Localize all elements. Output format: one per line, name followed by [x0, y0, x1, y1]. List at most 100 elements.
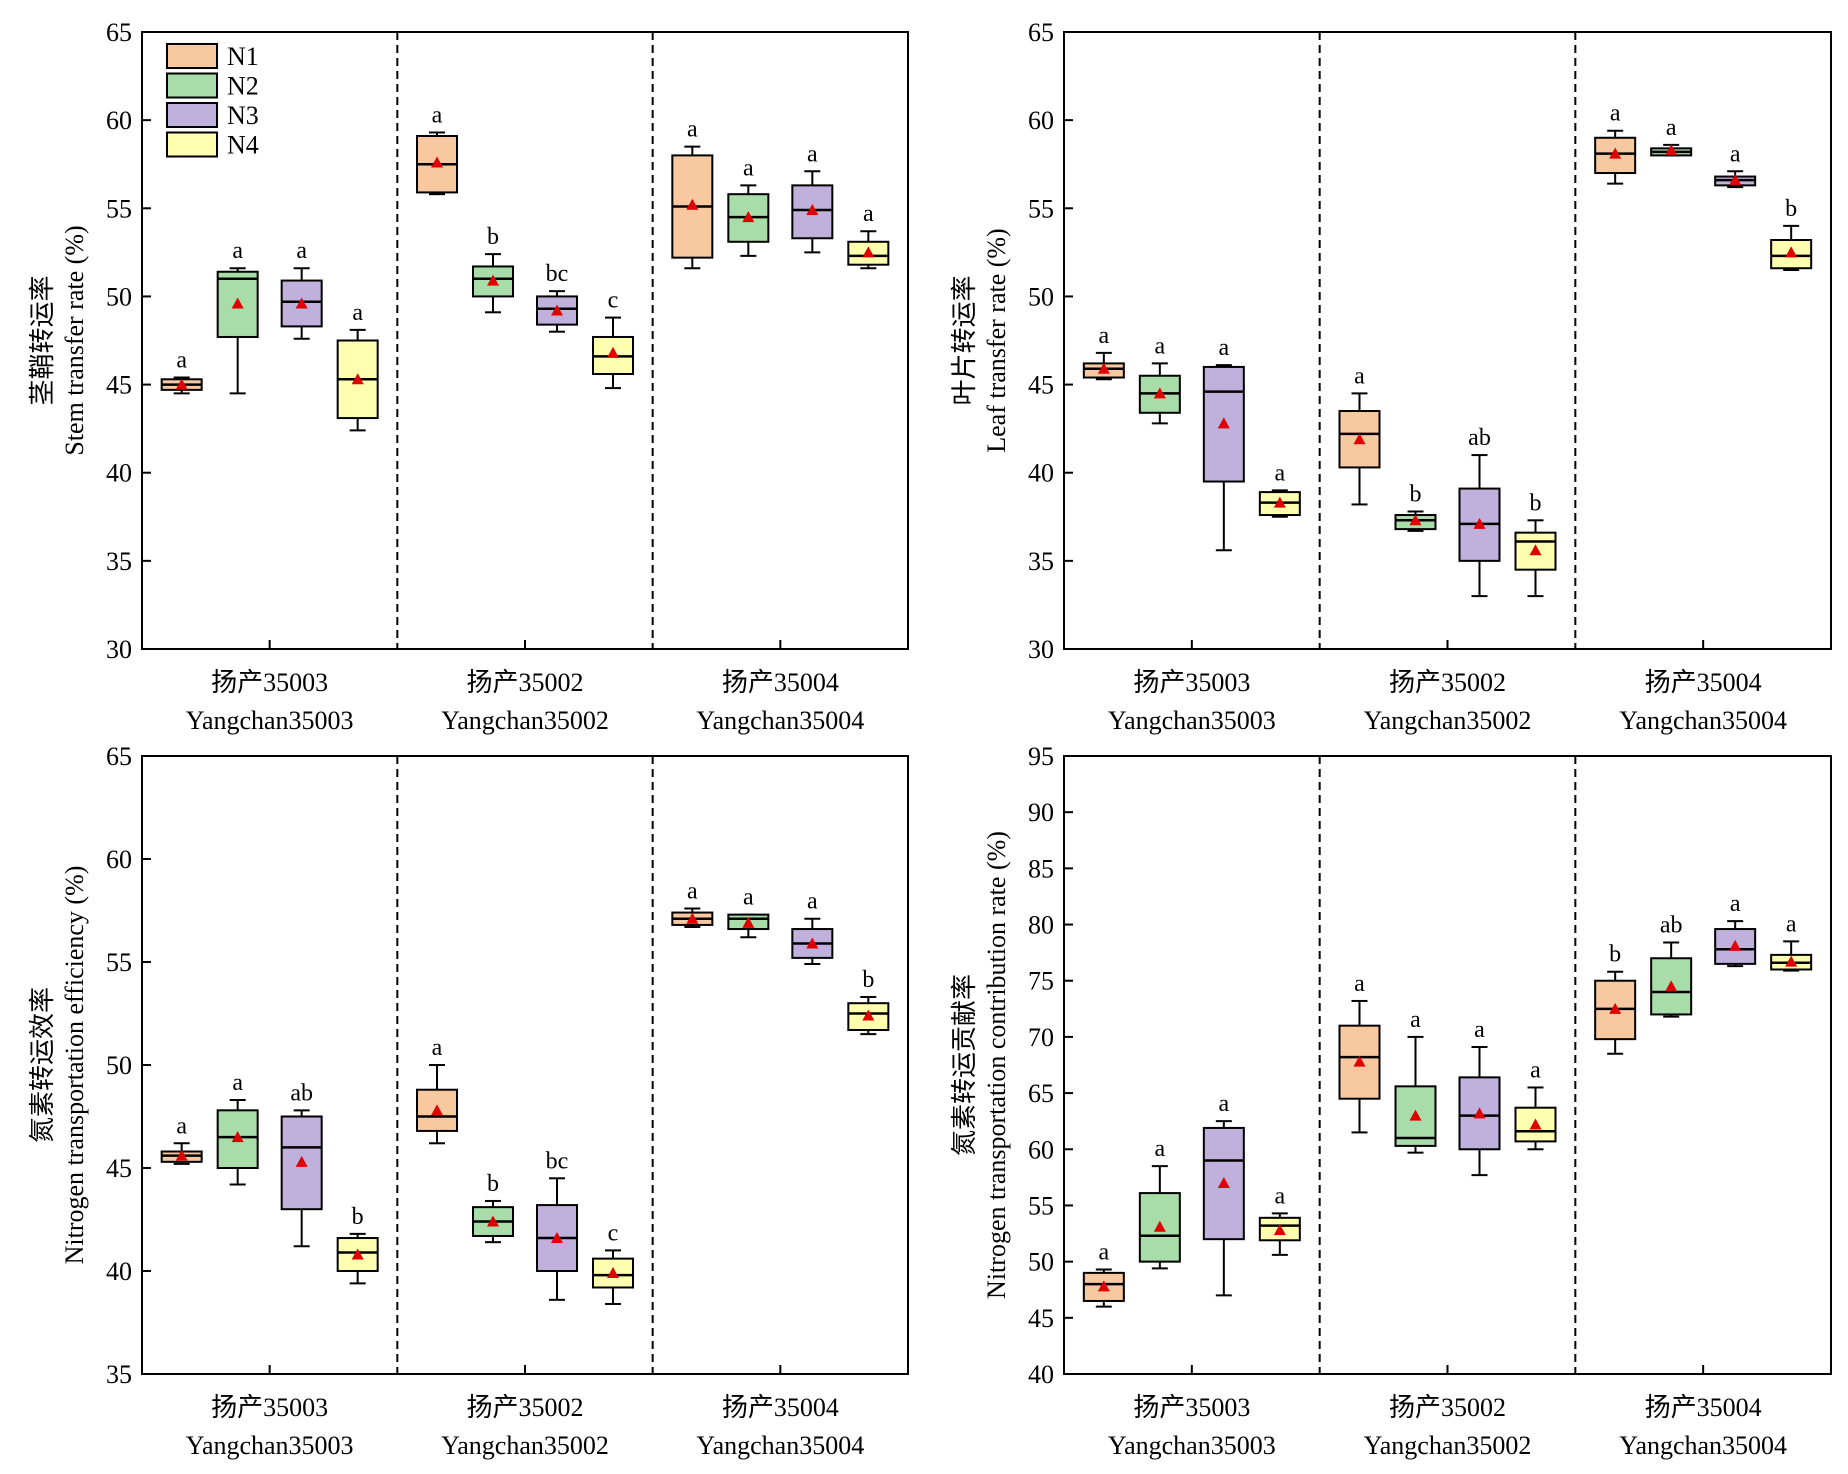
- y-tick-label: 85: [1028, 854, 1054, 883]
- y-tick-label: 45: [1028, 1304, 1054, 1333]
- x-group-label-cn: 扬产35002: [1389, 1393, 1506, 1422]
- significance-letter: ab: [1660, 913, 1683, 939]
- mean-marker: [431, 1104, 443, 1116]
- mean-marker: [1529, 544, 1542, 556]
- significance-letter: b: [487, 1171, 499, 1197]
- box-N1-group-1: a: [160, 1113, 203, 1165]
- x-group-label-en: Yangchan35004: [696, 1431, 864, 1460]
- mean-marker: [231, 297, 244, 309]
- chart-panel-2: 30 35 40 45 50 55 60 65 叶片转运率 Leaf transfer rate …: [950, 18, 1832, 735]
- box-N2-group-2: b: [472, 1171, 514, 1244]
- box-N2-group-2: b: [1394, 481, 1437, 532]
- mean-marker: [1217, 417, 1230, 429]
- box-N4-group-3: a: [1770, 911, 1813, 972]
- mean-marker: [295, 1155, 308, 1167]
- box-N2-group-1: a: [1138, 333, 1181, 425]
- box-N3-group-3: a: [1714, 891, 1757, 968]
- significance-letter: a: [1786, 911, 1797, 937]
- significance-letter: a: [1474, 1017, 1485, 1043]
- mean-marker: [351, 1248, 364, 1260]
- mean-marker: [231, 1131, 244, 1143]
- significance-letter: b: [1785, 196, 1797, 222]
- mean-marker: [1273, 496, 1286, 508]
- significance-letter: a: [1530, 1057, 1541, 1083]
- mean-marker: [742, 916, 755, 928]
- y-tick-label: 50: [106, 1051, 132, 1080]
- significance-letter: a: [1155, 333, 1166, 359]
- box-N1-group-1: a: [1082, 1240, 1125, 1308]
- x-group-label-cn: 扬产35002: [466, 668, 583, 697]
- y-tick-label: 55: [106, 948, 132, 977]
- box-N3-group-1: a: [280, 238, 323, 340]
- box-N1-group-1: a: [160, 348, 203, 395]
- significance-letter: b: [1410, 481, 1422, 507]
- mean-marker: [1273, 1224, 1286, 1236]
- box-N4-group-1: a: [336, 300, 379, 432]
- x-group-label-en: Yangchan35002: [1364, 1431, 1532, 1460]
- x-group-label-en: Yangchan35002: [441, 706, 609, 735]
- legend-label-N1: N1: [227, 42, 259, 71]
- y-axis-label-en: Leaf transfer rate (%): [982, 228, 1011, 452]
- y-tick-label: 60: [106, 106, 132, 135]
- x-group-label-cn: 扬产35003: [211, 1393, 328, 1422]
- box-N1-group-2: a: [1338, 971, 1381, 1134]
- box-N2-group-1: a: [1138, 1136, 1181, 1270]
- mean-marker: [351, 373, 364, 385]
- significance-letter: c: [608, 1220, 619, 1246]
- box-N3-group-3: a: [1714, 141, 1757, 189]
- mean-marker: [806, 204, 819, 216]
- significance-letter: b: [862, 967, 874, 993]
- significance-letter: a: [232, 1070, 243, 1096]
- mean-marker: [551, 304, 563, 316]
- plot-frame: [1063, 755, 1832, 1375]
- box-N4-group-3: b: [1770, 196, 1813, 271]
- significance-letter: a: [1410, 1007, 1421, 1033]
- y-tick-label: 55: [106, 194, 132, 223]
- x-group-label-en: Yangchan35003: [1108, 1431, 1276, 1460]
- box-N3-group-2: a: [1458, 1017, 1501, 1177]
- mean-marker: [1609, 1002, 1622, 1014]
- x-group-label-cn: 扬产35003: [1133, 1393, 1250, 1422]
- x-group-label-en: Yangchan35004: [1619, 1431, 1787, 1460]
- box-N4-group-2: c: [592, 1220, 634, 1305]
- significance-letter: a: [1219, 1091, 1230, 1117]
- legend-label-N2: N2: [227, 72, 259, 101]
- box-N1-group-1: a: [1082, 323, 1125, 381]
- mean-marker: [175, 1149, 188, 1161]
- y-axis-label-cn: 叶片转运率: [950, 275, 979, 405]
- mean-marker: [1153, 1220, 1166, 1232]
- significance-letter: a: [296, 238, 307, 264]
- mean-marker: [1609, 147, 1622, 159]
- box-N1-group-3: b: [1594, 942, 1637, 1055]
- mean-marker: [607, 346, 619, 358]
- mean-marker: [1665, 144, 1678, 156]
- mean-marker: [1409, 514, 1422, 526]
- significance-letter: a: [1275, 460, 1286, 486]
- box-N1-group-2: a: [416, 1035, 458, 1145]
- box-N4-group-2: a: [1514, 1057, 1557, 1151]
- significance-letter: a: [863, 201, 874, 227]
- y-tick-label: 50: [106, 282, 132, 311]
- mean-marker: [1729, 939, 1742, 951]
- box-N2-group-3: a: [1650, 115, 1693, 157]
- significance-letter: a: [1155, 1136, 1166, 1162]
- y-tick-label: 30: [1028, 635, 1054, 664]
- y-tick-label: 70: [1028, 1023, 1054, 1052]
- box-N4-group-2: c: [592, 288, 634, 390]
- box-N1-group-2: a: [1338, 363, 1381, 506]
- legend-label-N3: N3: [227, 101, 259, 130]
- y-tick-label: 45: [1028, 371, 1054, 400]
- significance-letter: b: [352, 1204, 364, 1230]
- y-tick-label: 60: [1028, 106, 1054, 135]
- x-group-label-en: Yangchan35003: [186, 706, 354, 735]
- significance-letter: a: [807, 889, 818, 915]
- x-group-label-cn: 扬产35004: [722, 668, 839, 697]
- y-tick-label: 40: [1028, 459, 1054, 488]
- legend-swatch-N1: [166, 43, 218, 69]
- significance-letter: bc: [546, 1148, 569, 1174]
- box-N4-group-3: a: [847, 201, 890, 270]
- box-N3-group-2: bc: [536, 261, 578, 333]
- box-N1-group-3: a: [671, 117, 714, 270]
